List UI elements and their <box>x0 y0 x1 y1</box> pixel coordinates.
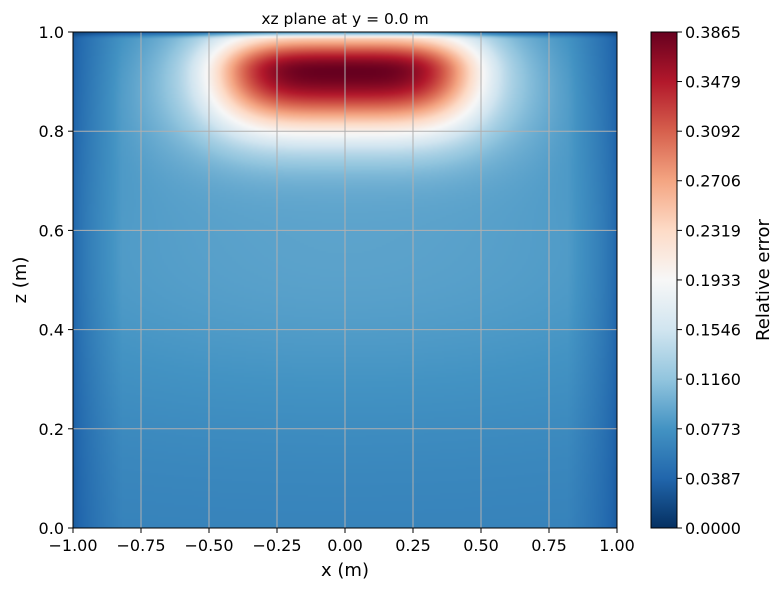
y-tick-label: 0.4 <box>39 321 64 340</box>
colorbar: 0.0000 0.0387 0.0773 0.1160 0.1546 0.1933 0.23… <box>650 23 774 538</box>
chart-title: xz plane at y = 0.0 m <box>261 10 428 28</box>
colorbar-tick-label: 0.0000 <box>685 519 741 538</box>
y-tick-label: 0.8 <box>39 122 64 141</box>
x-tick-label: 1.00 <box>599 536 635 555</box>
y-tick-label: 0.2 <box>39 420 64 439</box>
colorbar-tick-label: 0.2319 <box>685 221 741 240</box>
x-tick-label: −0.75 <box>116 536 165 555</box>
x-axis-label: x (m) <box>321 560 369 581</box>
x-tick-label: 0.25 <box>395 536 431 555</box>
y-axis-label: z (m) <box>10 257 31 304</box>
x-tick-label: 0.75 <box>531 536 567 555</box>
y-tick-label: 1.0 <box>39 23 64 42</box>
colorbar-tick-label: 0.0387 <box>685 469 741 488</box>
x-tick-label: −0.50 <box>184 536 233 555</box>
x-tick-label: −0.25 <box>252 536 301 555</box>
y-tick-label: 0.6 <box>39 221 64 240</box>
y-axis: 0.0 0.2 0.4 0.6 0.8 1.0 <box>39 23 73 538</box>
x-tick-label: 0.50 <box>463 536 499 555</box>
x-axis: −1.00 −0.75 −0.50 −0.25 0.00 0.25 0.50 0.75 1.00 <box>48 528 635 555</box>
x-tick-label: −1.00 <box>48 536 97 555</box>
colorbar-tick-label: 0.2706 <box>685 172 741 191</box>
colorbar-tick-label: 0.3865 <box>685 23 741 42</box>
colorbar-gradient <box>650 31 678 529</box>
colorbar-tick-label: 0.3092 <box>685 122 741 141</box>
colorbar-tick-label: 0.1546 <box>685 321 741 340</box>
colorbar-ticks: 0.0000 0.0387 0.0773 0.1160 0.1546 0.1933 0.23… <box>677 23 741 538</box>
y-tick-label: 0.0 <box>39 519 64 538</box>
heatmap-area <box>72 31 618 529</box>
colorbar-tick-label: 0.0773 <box>685 420 741 439</box>
colorbar-tick-label: 0.3479 <box>685 73 741 92</box>
colorbar-label: Relative error <box>753 218 774 340</box>
colorbar-tick-label: 0.1933 <box>685 271 741 290</box>
colorbar-tick-label: 0.1160 <box>685 370 741 389</box>
x-tick-label: 0.00 <box>327 536 363 555</box>
